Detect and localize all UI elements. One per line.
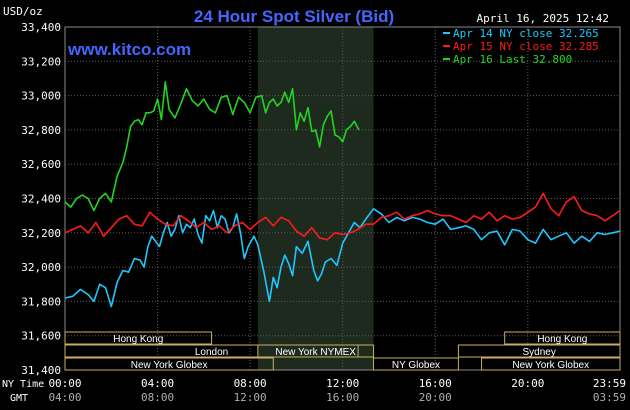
gmt-row-label: GMT [10,393,28,404]
y-tick-label: 31,400 [21,364,61,377]
y-axis: 33,400 33,200 33,000 32,800 32,600 32,400 32,2… [21,21,61,377]
market-session-label: Sydney [523,347,556,358]
market-session-bars: Hong Kong London New York Globex New York N… [64,331,621,371]
series-line [64,208,621,308]
chart-title: 24 Hour Spot Silver (Bid) [194,7,394,26]
y-tick-label: 32,400 [21,193,61,206]
price-series [64,81,621,308]
x-tick-label-gmt: 03:59 [593,391,626,404]
y-tick-label: 31,800 [21,295,61,308]
y-tick-label: 32,200 [21,227,61,240]
nymex-session-shading [257,27,374,370]
timestamp: April 16, 2025 12:42 [477,12,609,25]
market-session-label: Hong Kong [537,334,587,345]
x-tick-label-ny: 00:00 [48,377,81,390]
market-session-bar [257,344,375,358]
x-tick-label-ny: 08:00 [234,377,267,390]
y-tick-label: 33,000 [21,90,61,103]
market-session-label: NY Globex [392,360,440,371]
x-tick-label-ny: 23:59 [593,377,626,390]
series-line [64,192,621,241]
kitco-watermark: www.kitco.com [67,40,191,59]
legend-entry: Apr 14 NY close 32.265 [453,27,599,40]
market-session-bar [64,344,359,358]
ny-time-row-label: NY Time [2,379,44,390]
legend-entry: Apr 16 Last 32.800 [453,53,572,66]
x-tick-label-ny: 16:00 [419,377,452,390]
x-tick-label-gmt: 04:00 [48,391,81,404]
market-session-bar [64,357,274,371]
x-tick-label-gmt: 16:00 [326,391,359,404]
market-session-bar [481,357,621,371]
market-session-bar [504,331,621,345]
market-session-label: New York Globex [131,360,208,371]
series-line [64,81,360,212]
y-tick-label: 32,000 [21,261,61,274]
x-axis: 00:0004:0004:0008:0008:0012:0012:0016:00… [48,377,626,404]
x-tick-label-gmt: 08:00 [141,391,174,404]
y-axis-label: USD/oz [3,5,43,18]
x-tick-label-ny: 04:00 [141,377,174,390]
x-tick-label-gmt: 20:00 [419,391,452,404]
x-tick-label-ny: 12:00 [326,377,359,390]
market-session-label: Hong Kong [113,334,163,345]
plot-frame [64,26,621,371]
market-session-bar [457,344,621,358]
x-tick-label-gmt: 12:00 [234,391,267,404]
y-tick-label: 32,800 [21,124,61,137]
y-tick-label: 33,200 [21,55,61,68]
market-session-bar [64,331,213,345]
market-session-label: New York NYMEX [275,347,356,358]
legend-entry: Apr 15 NY close 32.285 [453,40,599,53]
market-session-label: New York Globex [512,360,589,371]
market-session-bar [373,357,459,371]
y-tick-label: 33,400 [21,21,61,34]
grid-lines [64,26,621,371]
y-tick-label: 32,600 [21,158,61,171]
market-session-label: London [195,347,228,358]
x-tick-label-ny: 20:00 [511,377,544,390]
y-tick-label: 31,600 [21,330,61,343]
